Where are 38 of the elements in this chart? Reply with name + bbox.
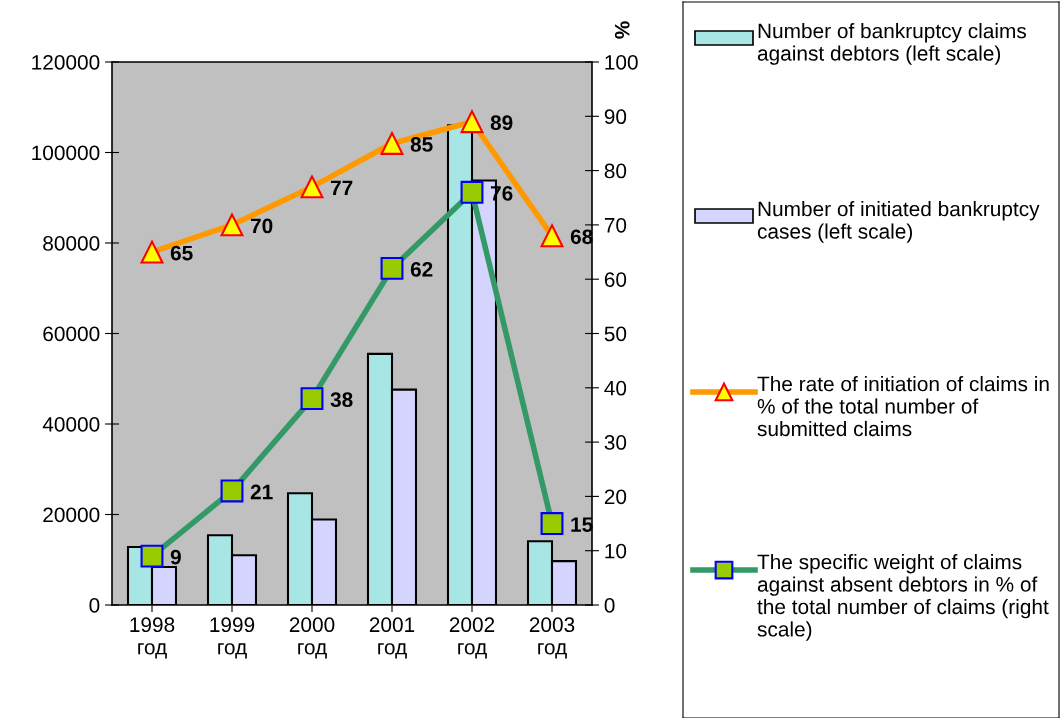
y2-tick-label: 50 — [604, 326, 627, 342]
y-tick-label: 60000 — [43, 326, 100, 342]
y2-tick-label: 60 — [604, 272, 627, 287]
y-tick-label: 0 — [89, 598, 100, 613]
data-label: 89 — [490, 115, 513, 131]
y2-tick-label: 10 — [605, 543, 627, 559]
y2-tick-label: 20 — [604, 489, 627, 505]
data-label: 70 — [250, 218, 273, 234]
legend-label: The rate of initiation of claims in % of the total number of submitted claims — [757, 376, 1049, 437]
data-label: 38 — [330, 392, 353, 408]
data-label: 77 — [330, 180, 353, 196]
y-tick-label: 80000 — [43, 236, 100, 251]
data-label: 9 — [170, 549, 181, 565]
y2-tick-label: 100 — [605, 55, 638, 70]
y-tick-label: 40000 — [42, 417, 100, 432]
legend-label: Number of initiated bankruptcy cases (left scale) — [757, 201, 1040, 243]
y-tick-label: 100000 — [32, 145, 100, 161]
y2-tick-label: 40 — [604, 380, 627, 396]
y2-axis-title: % — [614, 21, 630, 39]
y-tick-label: 20000 — [43, 507, 100, 523]
x-tick-label: 2001 год — [369, 617, 415, 659]
legend-label: Number of bankruptcy claims against debtors (left scale) — [757, 23, 1027, 65]
x-tick-label: 1999 год — [210, 617, 255, 659]
data-label: 85 — [410, 137, 433, 152]
x-tick-label: 2003 год — [529, 617, 575, 659]
x-tick-label: 2000 год — [289, 617, 335, 659]
y2-tick-label: 30 — [604, 435, 627, 450]
data-label: 62 — [410, 261, 433, 277]
data-label: 65 — [170, 245, 193, 261]
data-label: 21 — [250, 484, 273, 500]
y2-tick-label: 80 — [604, 163, 627, 179]
y2-tick-label: 0 — [604, 598, 615, 613]
y-tick-label: 120000 — [32, 55, 100, 70]
y2-tick-label: 90 — [604, 109, 627, 125]
x-tick-label: 1998 год — [130, 617, 175, 659]
y2-tick-label: 70 — [604, 217, 627, 233]
x-tick-label: 2002 год — [449, 617, 495, 659]
legend-label: The specific weight of claims against absent debtors in % of the total number of claims (right scale) — [757, 554, 1049, 641]
